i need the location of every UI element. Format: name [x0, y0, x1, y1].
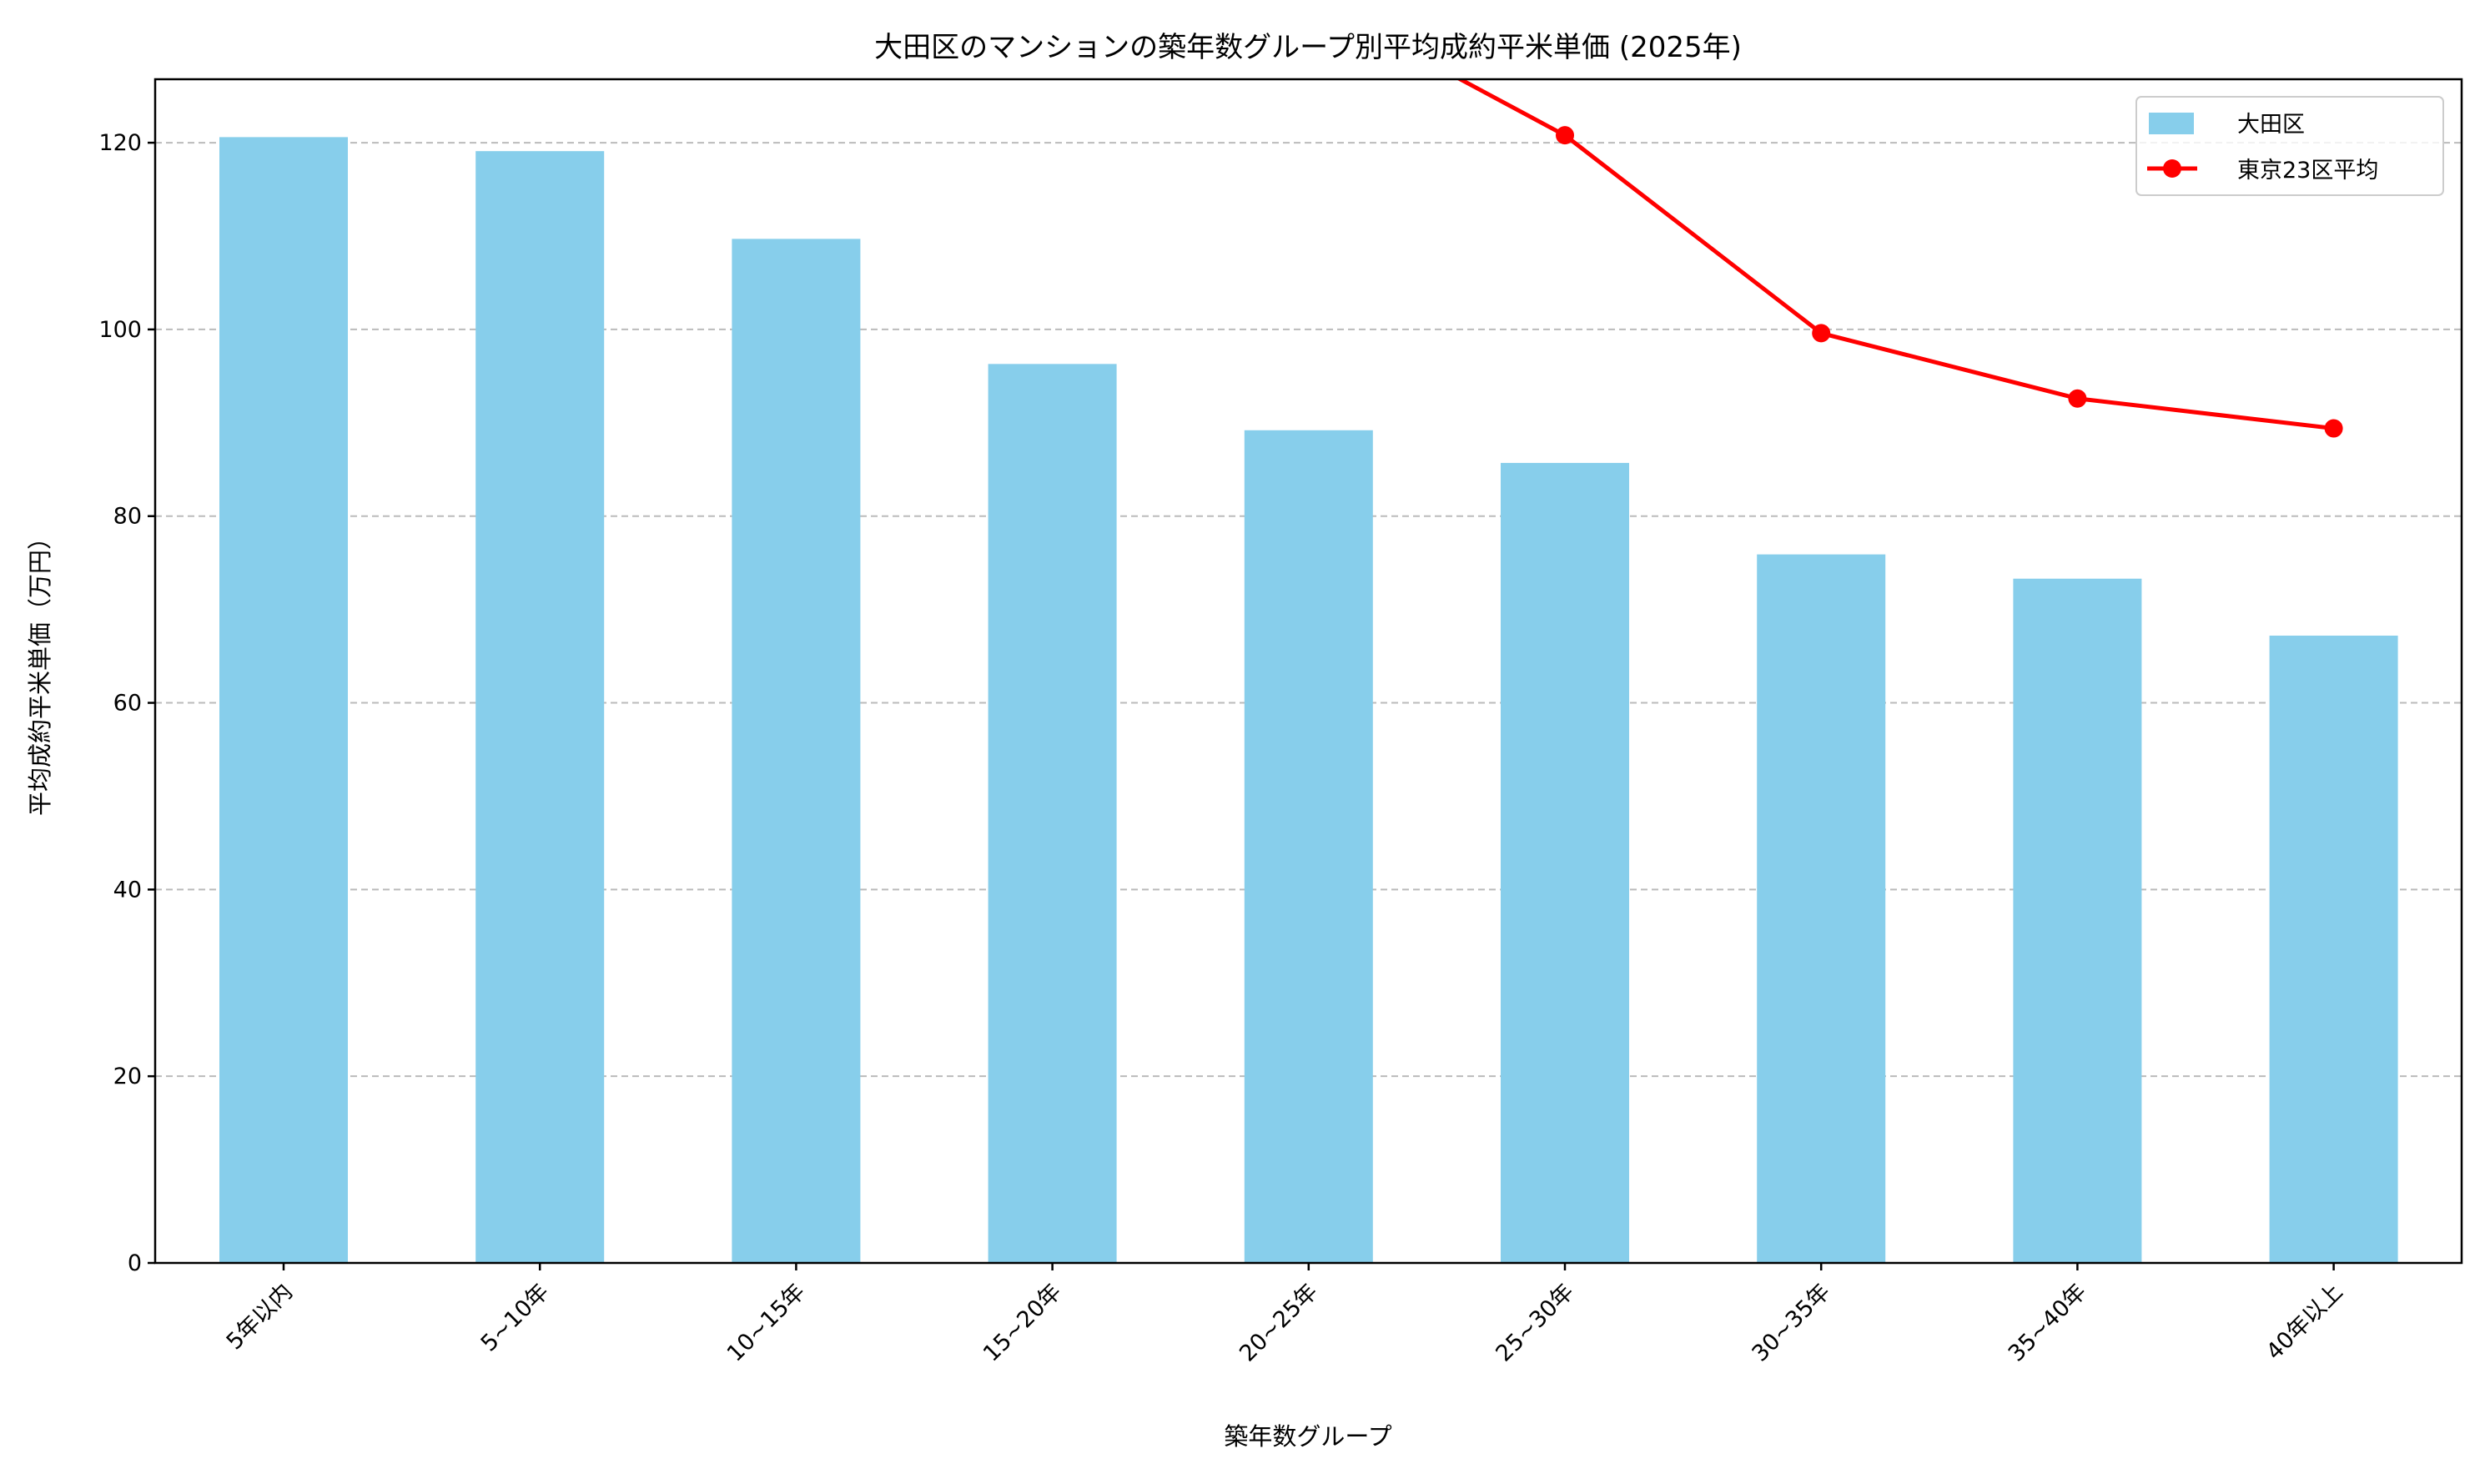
- bar-40年以上: [2269, 635, 2398, 1263]
- bar-25~30年: [1501, 462, 1629, 1263]
- legend-box: [2135, 96, 2444, 196]
- line-point: [1300, 0, 1318, 8]
- x-tick-label: 35~40年: [2004, 1279, 2092, 1367]
- y-tick-label: 60: [113, 691, 142, 717]
- y-tick-label: 80: [113, 504, 142, 530]
- x-tick-label: 10~15年: [722, 1279, 811, 1367]
- x-axis-label: 築年数グループ: [1224, 1422, 1391, 1451]
- legend-marker: [2163, 159, 2181, 178]
- bar-10~15年: [732, 239, 861, 1264]
- chart-title: 大田区のマンションの築年数グループ別平均成約平米単価 (2025年): [874, 31, 1742, 64]
- x-tick-label: 30~35年: [1748, 1279, 1836, 1367]
- x-axis-ticks: 5年以内 5~10年 10~15年 15~20年 20~25年 25~30年 30~35年 3…: [222, 1263, 2348, 1367]
- bar-30~35年: [1757, 554, 1886, 1263]
- x-tick-label: 20~25年: [1235, 1279, 1323, 1367]
- line-point: [1812, 324, 1831, 343]
- x-tick-label: 5年以内: [222, 1279, 298, 1355]
- bar-15~20年: [988, 364, 1117, 1263]
- line-series: [1300, 0, 2343, 438]
- y-tick-label: 40: [113, 877, 142, 903]
- x-tick-label: 5~10年: [476, 1279, 554, 1356]
- bar-5~10年: [475, 151, 605, 1263]
- y-axis-ticks: 0 20 40 60 80 100 120: [98, 130, 155, 1276]
- bar-20~25年: [1244, 430, 1373, 1263]
- legend-swatch-bar: [2149, 113, 2194, 134]
- legend: 大田区 東京23区平均: [2135, 96, 2444, 196]
- y-tick-label: 20: [113, 1064, 142, 1089]
- legend-label-line: 東京23区平均: [2237, 158, 2378, 184]
- x-tick-label: 40年以上: [2261, 1279, 2347, 1365]
- line-path: [1456, 79, 2334, 431]
- legend-label-bar: 大田区: [2237, 112, 2305, 138]
- y-tick-label: 120: [98, 130, 142, 156]
- y-axis-label: 平均成約平米単価（万円）: [26, 526, 54, 816]
- line-point: [2068, 389, 2087, 408]
- line-point: [1556, 126, 1574, 145]
- bars: [219, 137, 2398, 1264]
- x-tick-label: 25~30年: [1491, 1279, 1579, 1367]
- bar-35~40年: [2013, 578, 2142, 1263]
- y-tick-label: 100: [98, 317, 142, 343]
- x-tick-label: 15~20年: [978, 1279, 1067, 1367]
- y-tick-label: 0: [128, 1250, 142, 1276]
- line-point: [2324, 419, 2343, 438]
- bar-5年以内: [219, 137, 348, 1263]
